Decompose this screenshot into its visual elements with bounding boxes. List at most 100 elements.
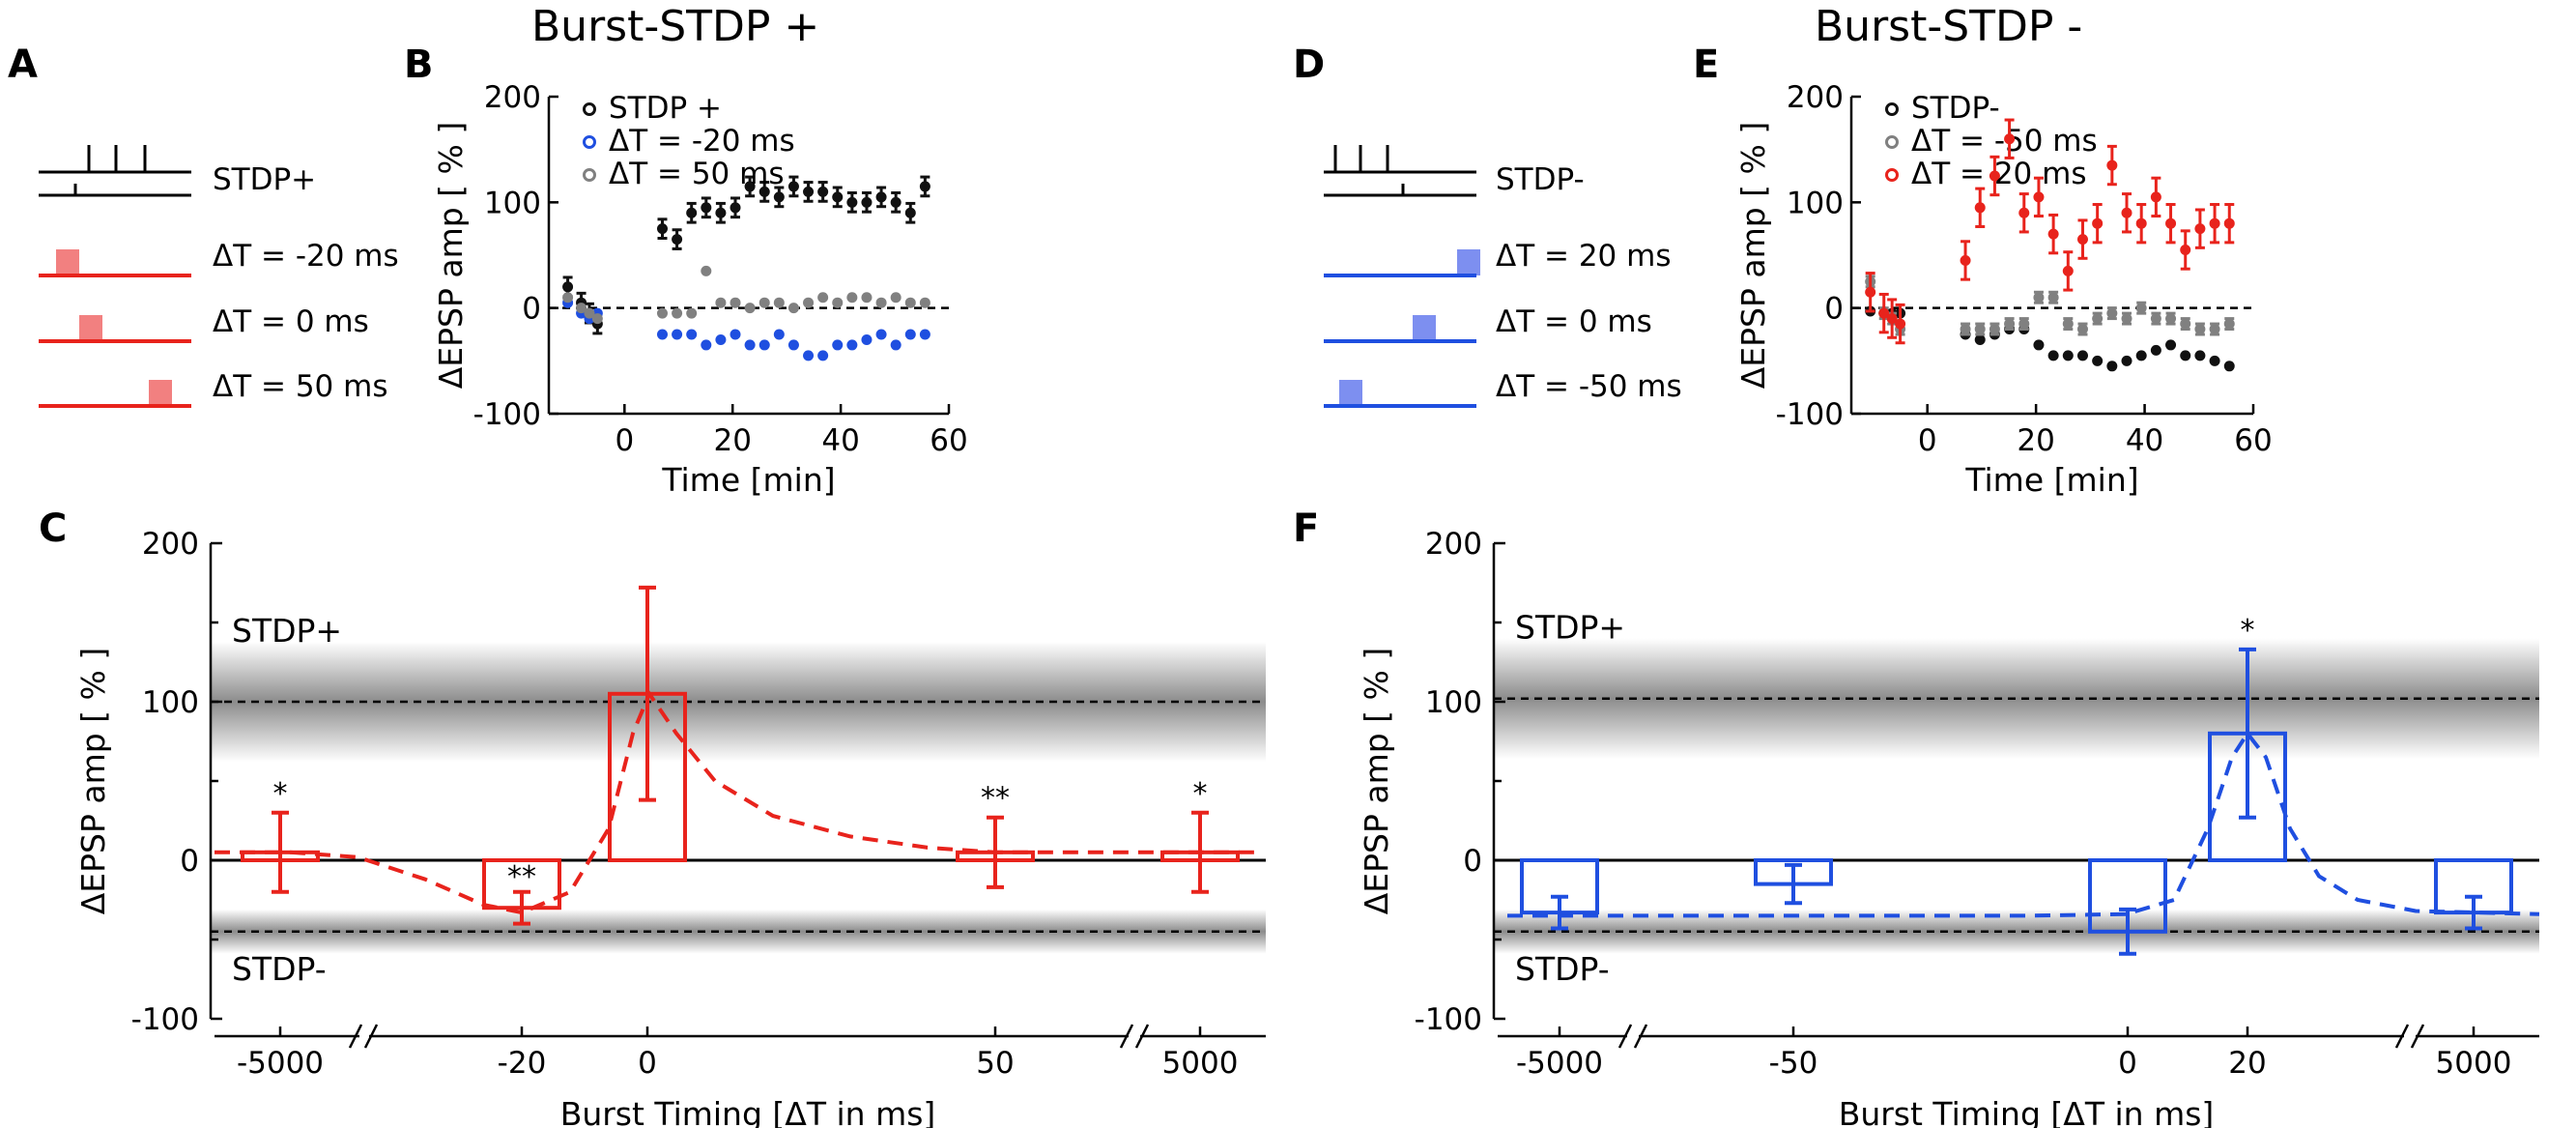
data-point xyxy=(2033,339,2045,351)
data-point xyxy=(2062,350,2074,362)
axis-break xyxy=(1134,1024,1150,1049)
data-point xyxy=(715,207,727,218)
x-tick-label-0: 0 xyxy=(638,1046,657,1081)
data-point xyxy=(2223,217,2235,229)
y-tick-label: 0 xyxy=(180,844,199,879)
x-tick-label: 40 xyxy=(821,423,859,458)
axis-break xyxy=(348,1024,363,1049)
data-point xyxy=(2180,318,2191,330)
data-point xyxy=(2092,217,2104,229)
data-point xyxy=(562,281,574,293)
data-point xyxy=(1989,170,2000,182)
data-point xyxy=(701,339,712,351)
data-point xyxy=(730,297,741,308)
data-point xyxy=(2076,234,2088,246)
panel-label-f: F xyxy=(1293,506,1319,551)
data-point xyxy=(2150,344,2161,356)
data-point xyxy=(2180,350,2191,362)
schematic-label-0: STDP- xyxy=(1496,162,1585,197)
data-point xyxy=(846,339,858,351)
data-point xyxy=(875,297,887,308)
band-label-plus: STDP+ xyxy=(232,612,342,650)
data-point xyxy=(2209,217,2220,229)
x-tick-label--5000: -5000 xyxy=(1516,1046,1603,1081)
data-point xyxy=(744,303,756,314)
data-point xyxy=(2223,318,2235,330)
y-tick-label: -100 xyxy=(473,397,541,432)
y-tick-label: -100 xyxy=(131,1002,199,1037)
band-label-plus: STDP+ xyxy=(1515,609,1625,647)
data-point xyxy=(672,329,683,340)
x-axis-label: Time [min] xyxy=(661,461,835,499)
data-point xyxy=(715,297,727,308)
data-point xyxy=(2062,318,2074,330)
data-point xyxy=(861,196,873,208)
data-point xyxy=(773,297,785,308)
data-point xyxy=(2150,191,2161,203)
y-tick-label: 200 xyxy=(1787,80,1844,115)
data-point xyxy=(2194,350,2206,362)
schematic-label-2: ΔT = 0 ms xyxy=(1496,304,1652,339)
legend-label-1: ΔT = -50 ms xyxy=(1911,124,2098,159)
panel-label-d: D xyxy=(1293,43,1325,87)
x-tick-label-50: 50 xyxy=(976,1046,1014,1081)
significance-5000: * xyxy=(1193,777,1208,811)
pulse-1 xyxy=(1457,249,1480,275)
data-point xyxy=(1974,202,1986,214)
data-point xyxy=(2165,339,2177,351)
chart-b-timecourse: -100 0 100 200 0 20 40 60 Time [min] ΔEPSP amp [ … xyxy=(432,80,968,499)
schematic-label-2: ΔT = 0 ms xyxy=(213,304,369,339)
axis-break xyxy=(1119,1024,1134,1049)
data-point xyxy=(686,307,698,319)
data-point xyxy=(744,339,756,351)
y-tick-label: 100 xyxy=(142,685,199,720)
axis-break xyxy=(2394,1024,2410,1049)
data-point xyxy=(730,329,741,340)
data-point xyxy=(2106,361,2118,372)
data-point xyxy=(787,181,799,192)
legend-label-0: STDP + xyxy=(609,91,722,126)
fit-curve xyxy=(1507,730,2540,918)
data-point xyxy=(2194,324,2206,335)
data-point xyxy=(584,307,595,319)
data-point xyxy=(672,307,683,319)
data-point xyxy=(2165,313,2177,325)
data-point xyxy=(904,329,916,340)
data-point xyxy=(803,186,815,197)
data-point xyxy=(1960,254,1971,266)
data-point xyxy=(890,292,902,304)
data-point xyxy=(1878,307,1890,319)
series-1 xyxy=(1865,275,2235,336)
legend-label-2: ΔT = 50 ms xyxy=(609,157,784,191)
data-point xyxy=(787,339,799,351)
pulse-3 xyxy=(1339,380,1362,406)
x-axis-label: Burst Timing [ΔT in ms] xyxy=(1839,1095,2215,1128)
title-burst-stdp-minus: Burst-STDP - xyxy=(1815,2,2082,51)
title-burst-stdp-plus: Burst-STDP + xyxy=(531,2,819,51)
data-point xyxy=(832,339,844,351)
y-tick-label: 0 xyxy=(1824,292,1844,327)
data-point xyxy=(2150,313,2161,325)
data-point xyxy=(1989,324,2000,335)
y-tick-label: 200 xyxy=(1425,527,1482,562)
schematic-label-1: ΔT = 20 ms xyxy=(1496,239,1671,274)
data-point xyxy=(832,191,844,203)
data-point xyxy=(904,297,916,308)
schematic-d: STDP- ΔT = 20 ms ΔT = 0 ms ΔT = -50 ms xyxy=(1324,145,1682,408)
legend-marker-0 xyxy=(1885,102,1899,116)
y-tick-label: 0 xyxy=(1463,844,1482,879)
y-tick-label: 100 xyxy=(1425,685,1482,720)
data-point xyxy=(672,234,683,246)
x-tick-label: 20 xyxy=(713,423,751,458)
data-point xyxy=(1974,324,1986,335)
x-tick-label--20: -20 xyxy=(498,1046,547,1081)
data-point xyxy=(2135,350,2147,362)
data-point xyxy=(2106,159,2118,171)
y-tick-label: -100 xyxy=(1776,397,1844,432)
pulse-1 xyxy=(56,249,79,275)
data-point xyxy=(591,313,603,325)
data-point xyxy=(904,207,916,218)
data-point xyxy=(701,202,712,214)
data-point xyxy=(861,292,873,304)
